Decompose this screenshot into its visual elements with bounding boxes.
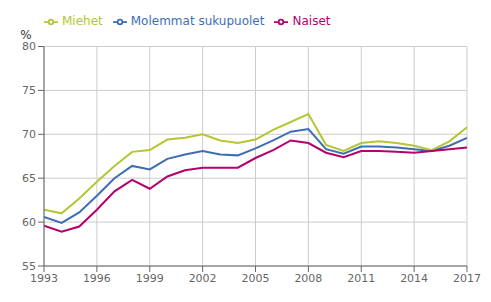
svg-text:65: 65 <box>22 172 36 185</box>
svg-text:1996: 1996 <box>83 272 111 285</box>
svg-text:2014: 2014 <box>400 272 428 285</box>
svg-text:2008: 2008 <box>294 272 322 285</box>
html-text:Molemmat sukupuolet: Molemmat sukupuolet <box>130 14 265 28</box>
html-text:Naiset: Naiset <box>292 14 331 28</box>
html-text:Miehet: Miehet <box>62 14 103 28</box>
svg-text:55: 55 <box>22 260 36 273</box>
svg-text:%: % <box>20 28 31 42</box>
svg-text:1993: 1993 <box>30 272 58 285</box>
svg-text:2017: 2017 <box>453 272 481 285</box>
svg-text:60: 60 <box>22 216 36 229</box>
svg-text:70: 70 <box>22 128 36 141</box>
svg-text:80: 80 <box>22 40 36 53</box>
svg-text:1999: 1999 <box>136 272 164 285</box>
svg-text:2011: 2011 <box>347 272 375 285</box>
svg-text:75: 75 <box>22 84 36 97</box>
svg-text:2005: 2005 <box>242 272 270 285</box>
svg-text:2002: 2002 <box>189 272 217 285</box>
